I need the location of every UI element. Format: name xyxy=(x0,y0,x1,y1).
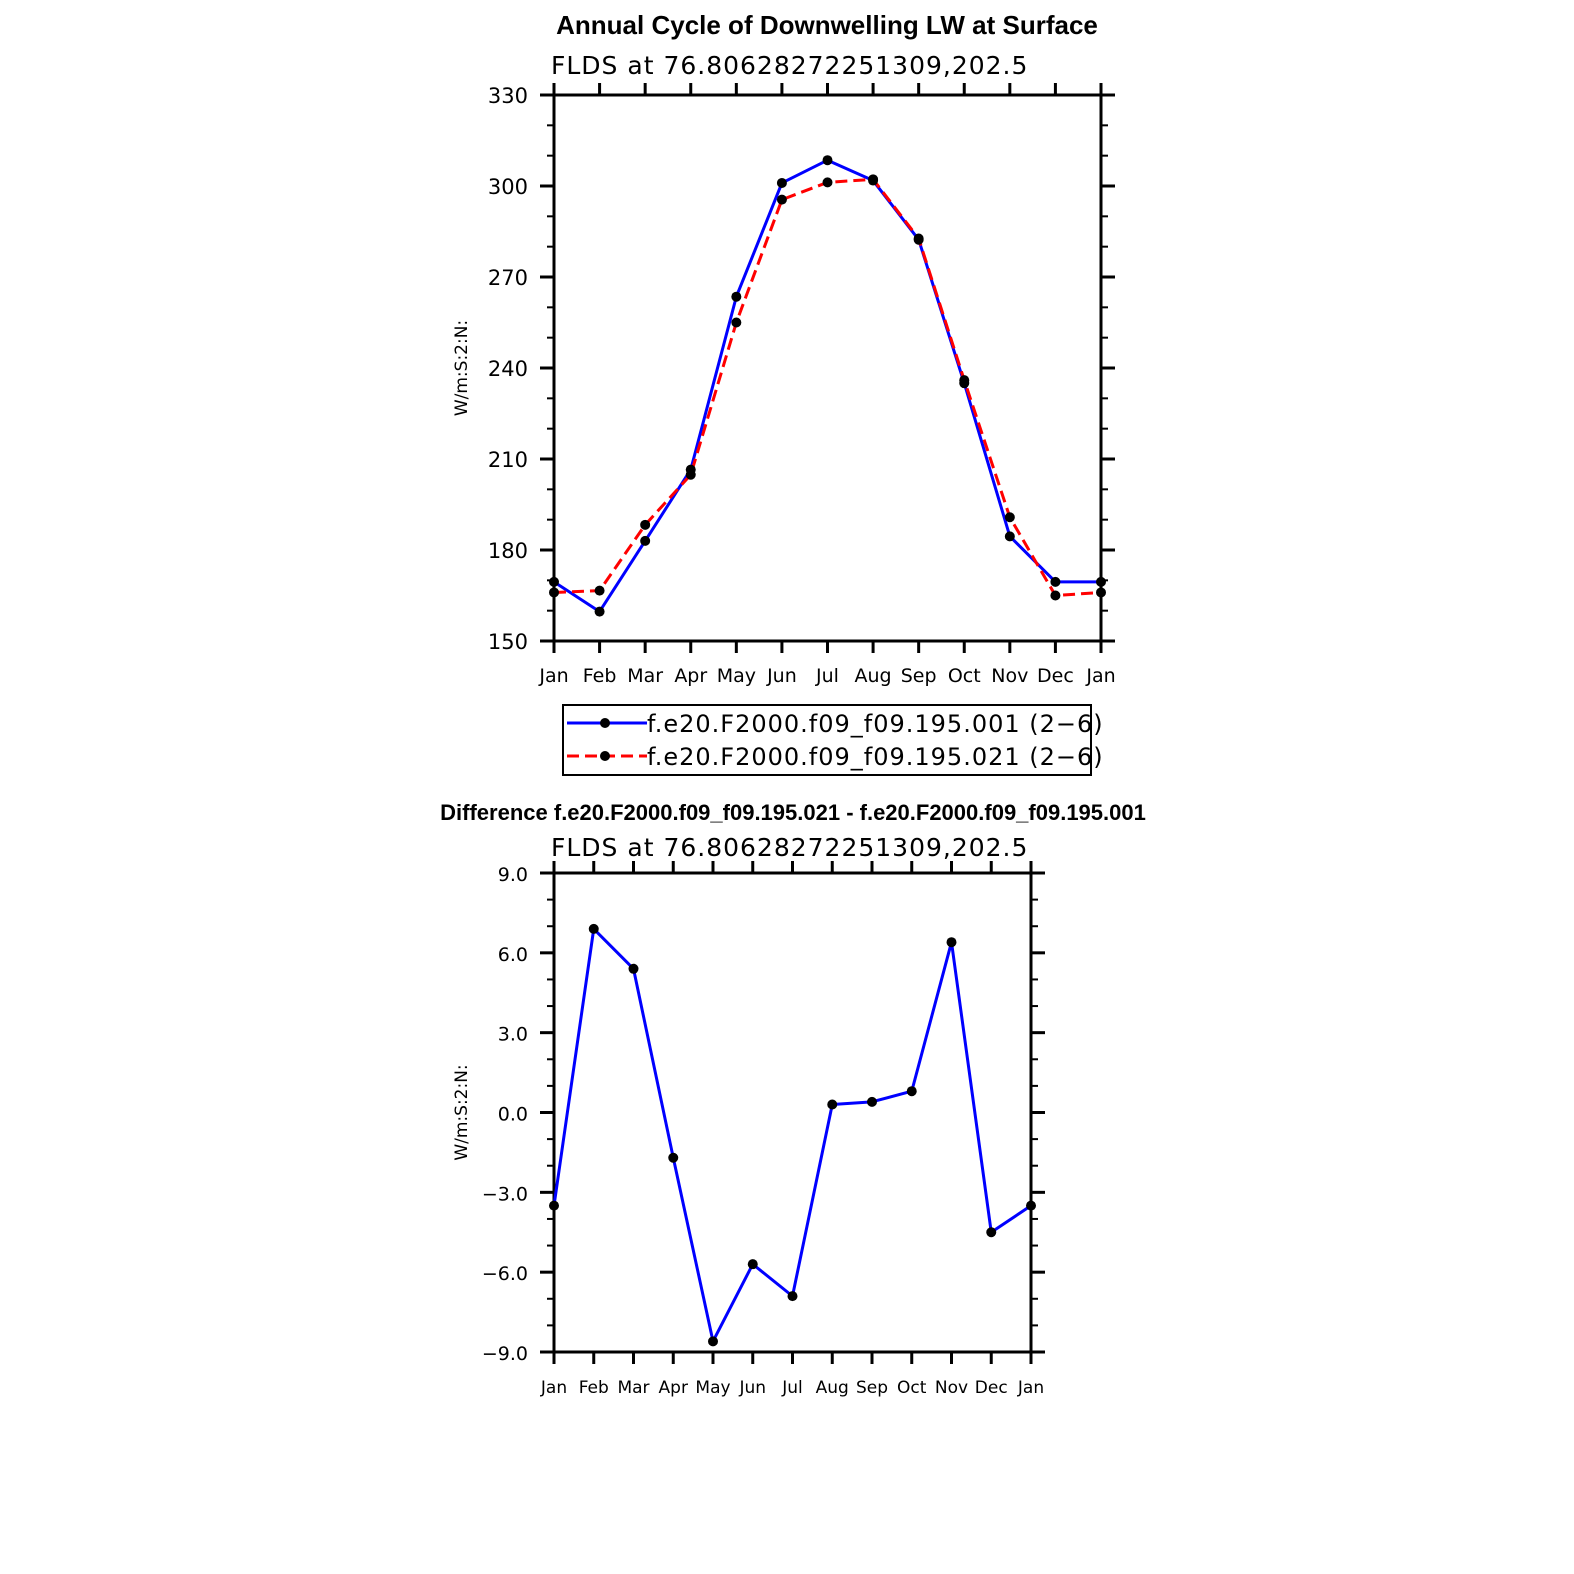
legend-label: f.e20.F2000.f09_f09.195.001 (2−6) xyxy=(647,710,1104,738)
data-point xyxy=(1096,576,1106,587)
x-tick-label: Mar xyxy=(617,1378,649,1398)
y-tick-label: 270 xyxy=(488,266,528,290)
chart-title: Annual Cycle of Downwelling LW at Surfac… xyxy=(556,10,1098,40)
legend-box xyxy=(562,704,1092,776)
series-line-1 xyxy=(553,158,1101,614)
x-tick-label: Feb xyxy=(579,1378,609,1398)
x-tick-label: Aug xyxy=(816,1378,849,1398)
data-point xyxy=(1050,590,1061,601)
data-point xyxy=(1096,587,1106,598)
x-tick-label: Apr xyxy=(659,1378,688,1398)
x-tick-label: Jan xyxy=(538,665,568,687)
x-tick-label: Aug xyxy=(855,665,892,687)
data-point xyxy=(640,519,651,530)
data-point xyxy=(588,923,599,934)
data-point xyxy=(906,1086,917,1097)
legend-swatch-marker xyxy=(600,718,610,728)
y-tick-label: 0.0 xyxy=(498,1104,528,1126)
data-point xyxy=(787,1291,798,1302)
data-point xyxy=(867,1096,877,1107)
legend: f.e20.F2000.f09_f09.195.001 (2−6) f.e20.F… xyxy=(562,704,1104,776)
y-tick-label: 3.0 xyxy=(498,1024,528,1046)
x-tick-label: Sep xyxy=(901,665,937,687)
data-point xyxy=(747,1259,758,1270)
data-point xyxy=(827,1099,838,1110)
x-tick-label: May xyxy=(717,665,756,687)
y-tick-label: 180 xyxy=(488,539,528,563)
data-point xyxy=(549,587,559,598)
x-tick-label: Dec xyxy=(1037,665,1074,687)
x-tick-label: Oct xyxy=(948,665,981,687)
y-tick-label: 330 xyxy=(488,84,528,108)
series-line-2 xyxy=(553,177,1102,597)
data-point xyxy=(959,375,970,386)
data-point xyxy=(640,535,651,546)
x-tick-label: Jun xyxy=(766,665,797,687)
y-axis-label: W/m:S:2:N: xyxy=(452,1064,472,1160)
x-tick-label: Nov xyxy=(935,1378,968,1398)
x-tick-label: Oct xyxy=(897,1378,927,1398)
y-tick-label: −6.0 xyxy=(482,1263,528,1285)
data-point xyxy=(1004,531,1015,542)
y-tick-label: 150 xyxy=(488,630,528,654)
x-tick-label: Mar xyxy=(627,665,663,687)
x-tick-label: Jan xyxy=(1085,665,1115,687)
chart-subtitle: FLDS at 76.80628272251309,202.5 xyxy=(551,833,1028,862)
data-point xyxy=(868,174,879,185)
data-point xyxy=(549,576,559,587)
data-point xyxy=(822,155,833,166)
data-point xyxy=(776,177,787,188)
data-point xyxy=(594,606,605,617)
series-line-1 xyxy=(552,927,1032,1343)
legend-swatch-marker xyxy=(600,751,610,761)
x-tick-label: Jun xyxy=(738,1378,766,1398)
x-tick-label: Feb xyxy=(583,665,617,687)
chart-1: Annual Cycle of Downwelling LW at Surfac… xyxy=(452,10,1116,776)
data-point xyxy=(731,291,742,302)
data-point xyxy=(1004,512,1015,523)
data-point xyxy=(628,963,639,974)
data-point xyxy=(685,469,696,480)
plot-frame xyxy=(552,871,1033,1354)
legend-label: f.e20.F2000.f09_f09.195.021 (2−6) xyxy=(647,743,1104,771)
data-point xyxy=(946,937,957,948)
data-point xyxy=(1050,576,1061,587)
x-tick-label: Sep xyxy=(856,1378,888,1398)
y-tick-label: 240 xyxy=(488,357,528,381)
data-point xyxy=(776,194,787,205)
x-tick-label: Dec xyxy=(975,1378,1008,1398)
y-tick-label: 300 xyxy=(488,175,528,199)
data-point xyxy=(822,177,833,188)
data-point xyxy=(594,585,605,596)
x-tick-label: Jan xyxy=(1017,1378,1044,1398)
chart-subtitle: FLDS at 76.80628272251309,202.5 xyxy=(551,51,1028,80)
x-tick-label: Jul xyxy=(781,1378,803,1398)
data-point xyxy=(668,1152,679,1163)
chart-title: Difference f.e20.F2000.f09_f09.195.021 -… xyxy=(440,800,1146,825)
y-axis-label: W/m:S:2:N: xyxy=(452,320,472,416)
chart-2: Difference f.e20.F2000.f09_f09.195.021 -… xyxy=(440,800,1146,1398)
data-point xyxy=(731,317,742,328)
data-point xyxy=(1026,1200,1036,1211)
data-point xyxy=(986,1227,997,1238)
x-tick-label: May xyxy=(695,1378,730,1398)
x-tick-label: Apr xyxy=(674,665,707,687)
y-tick-label: 6.0 xyxy=(498,944,528,966)
data-point xyxy=(913,233,924,244)
data-point xyxy=(708,1336,718,1347)
y-tick-label: −3.0 xyxy=(482,1183,528,1205)
plot-frame xyxy=(552,93,1103,643)
data-point xyxy=(549,1200,559,1211)
y-tick-label: −9.0 xyxy=(482,1343,528,1365)
x-tick-label: Nov xyxy=(991,665,1028,687)
y-tick-label: 210 xyxy=(488,448,528,472)
x-tick-label: Jan xyxy=(540,1378,567,1398)
y-tick-label: 9.0 xyxy=(498,864,528,886)
x-tick-label: Jul xyxy=(815,665,839,687)
